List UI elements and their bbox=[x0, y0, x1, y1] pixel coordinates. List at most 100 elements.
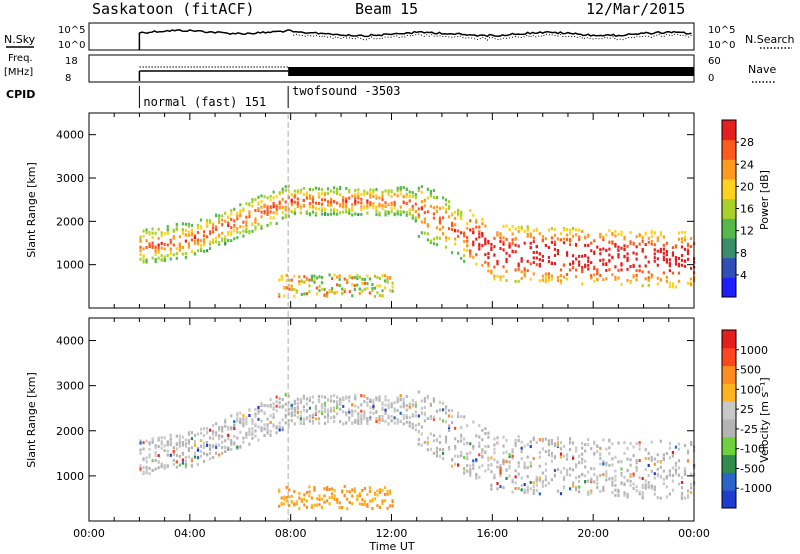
heatmap-cell bbox=[680, 258, 684, 262]
heatmap-cell bbox=[553, 247, 557, 251]
heatmap-cell bbox=[605, 268, 608, 272]
heatmap-cell bbox=[184, 459, 187, 463]
heatmap-cell-near bbox=[295, 290, 298, 294]
heatmap-cell bbox=[502, 458, 505, 462]
heatmap-cell bbox=[432, 417, 436, 421]
heatmap-cell bbox=[360, 414, 363, 418]
heatmap-cell bbox=[224, 439, 227, 443]
heatmap-cell bbox=[320, 192, 324, 196]
heatmap-cell bbox=[475, 476, 478, 480]
heatmap-cell bbox=[620, 474, 623, 478]
heatmap-cell bbox=[151, 459, 154, 463]
heatmap-cell bbox=[215, 443, 218, 447]
heatmap-cell-near bbox=[308, 284, 311, 288]
heatmap-cell bbox=[326, 191, 330, 195]
heatmap-cell bbox=[469, 219, 472, 223]
heatmap-cell bbox=[450, 415, 454, 419]
heatmap-cell bbox=[584, 480, 587, 484]
heatmap-cell bbox=[677, 459, 681, 463]
heatmap-cell bbox=[254, 227, 257, 231]
heatmap-cell bbox=[629, 473, 632, 477]
heatmap-cell bbox=[556, 275, 560, 279]
heatmap-cell bbox=[472, 420, 475, 424]
heatmap-cell-near bbox=[290, 287, 293, 291]
heatmap-cell bbox=[517, 434, 520, 438]
heatmap-cell bbox=[157, 454, 160, 458]
heatmap-cell bbox=[571, 254, 575, 258]
heatmap-cell bbox=[363, 413, 366, 417]
heatmap-cell bbox=[320, 209, 324, 213]
heatmap-cell bbox=[417, 442, 420, 446]
heatmap-cell bbox=[202, 441, 206, 445]
heatmap-cell bbox=[311, 421, 315, 425]
heatmap-cell bbox=[342, 198, 345, 202]
heatmap-cell bbox=[333, 406, 336, 410]
heatmap-cell bbox=[308, 194, 312, 198]
heatmap-cell-near bbox=[386, 506, 389, 510]
heatmap-cell bbox=[529, 241, 532, 245]
heatmap-cell bbox=[596, 478, 599, 482]
heatmap-cell bbox=[466, 236, 469, 240]
heatmap-cell bbox=[305, 211, 308, 215]
heatmap-cell-near bbox=[298, 507, 301, 511]
heatmap-cell bbox=[578, 254, 581, 258]
colorbar-tick-label: 1000 bbox=[740, 344, 768, 357]
heatmap-cell bbox=[199, 454, 203, 458]
heatmap-cell bbox=[508, 464, 511, 468]
heatmap-cell bbox=[441, 419, 445, 423]
heatmap-cell bbox=[435, 236, 439, 240]
heatmap-cell bbox=[680, 476, 684, 480]
heatmap-cell bbox=[441, 408, 445, 412]
heatmap-cell bbox=[242, 220, 245, 224]
heatmap-cell bbox=[568, 467, 572, 471]
heatmap-cell bbox=[205, 441, 209, 445]
heatmap-cell bbox=[148, 455, 151, 459]
heatmap-cell bbox=[435, 196, 439, 200]
heatmap-cell bbox=[499, 275, 502, 279]
heatmap-cell bbox=[426, 196, 429, 200]
heatmap-cell bbox=[454, 444, 457, 448]
heatmap-cell bbox=[529, 277, 532, 281]
heatmap-cell bbox=[668, 469, 671, 473]
heatmap-cell-near bbox=[338, 277, 341, 281]
heatmap-cell bbox=[493, 447, 496, 451]
heatmap-cell bbox=[333, 415, 336, 419]
heatmap-cell bbox=[520, 476, 523, 480]
heatmap-cell bbox=[299, 211, 302, 215]
heatmap-cell bbox=[399, 210, 402, 214]
heatmap-cell-near bbox=[351, 502, 354, 506]
heatmap-cell bbox=[326, 420, 330, 424]
heatmap-cell bbox=[348, 196, 351, 200]
heatmap-cell bbox=[647, 457, 650, 461]
heatmap-cell bbox=[326, 203, 330, 207]
heatmap-cell bbox=[469, 251, 472, 255]
heatmap-cell bbox=[408, 212, 411, 216]
heatmap-cell bbox=[683, 444, 687, 448]
heatmap-cell bbox=[514, 438, 517, 442]
heatmap-cell bbox=[635, 257, 638, 261]
heatmap-cell bbox=[169, 434, 172, 438]
heatmap-cell bbox=[680, 263, 684, 267]
heatmap-cell bbox=[674, 259, 678, 263]
heatmap-cell bbox=[339, 211, 342, 215]
heatmap-cell bbox=[269, 421, 272, 425]
heatmap-cell bbox=[175, 226, 178, 230]
heatmap-cell bbox=[181, 443, 184, 447]
heatmap-cell bbox=[230, 233, 233, 237]
heatmap-cell bbox=[308, 396, 312, 400]
heatmap-cell-near bbox=[303, 292, 306, 296]
heatmap-cell bbox=[626, 244, 629, 248]
heatmap-cell bbox=[242, 417, 245, 421]
heatmap-cell bbox=[169, 437, 172, 441]
heatmap-cell bbox=[248, 413, 251, 417]
heatmap-cell bbox=[653, 248, 656, 252]
heatmap-cell bbox=[199, 431, 203, 435]
heatmap-cell bbox=[523, 241, 526, 245]
heatmap-cell bbox=[565, 457, 569, 461]
heatmap-cell bbox=[254, 434, 257, 438]
heatmap-cell bbox=[441, 216, 445, 220]
heatmap-cell bbox=[635, 468, 638, 472]
heatmap-cell bbox=[181, 440, 184, 444]
heatmap-cell bbox=[632, 474, 635, 478]
heatmap-cell bbox=[541, 254, 544, 258]
